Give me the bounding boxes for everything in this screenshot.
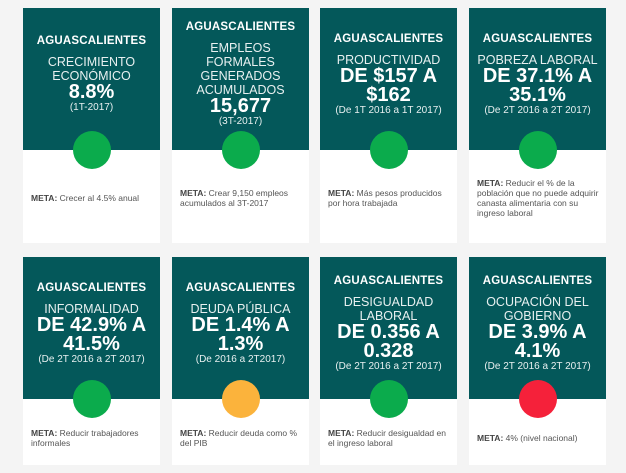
indicator-card: AGUASCALIENTES POBREZA LABORAL DE 37.1% … xyxy=(469,8,606,243)
indicator-value: DE $157 A $162 xyxy=(339,64,438,106)
region-title: AGUASCALIENTES xyxy=(333,274,444,287)
region-title: AGUASCALIENTES xyxy=(185,281,296,294)
indicator-card: AGUASCALIENTES DESIGUALDAD LABORAL DE 0.… xyxy=(320,257,457,465)
indicator-value: DE 3.9% A 4.1% xyxy=(488,320,587,362)
goal-label: META: xyxy=(328,428,355,438)
indicator-header: AGUASCALIENTES POBREZA LABORAL DE 37.1% … xyxy=(469,8,606,150)
indicator-period: (De 2T 2016 a 2T 2017) xyxy=(484,104,591,116)
indicator-period: (De 2016 a 2T2017) xyxy=(195,353,286,365)
status-indicator-icon xyxy=(72,380,111,418)
indicator-value: DE 37.1% A 35.1% xyxy=(482,64,593,106)
indicator-value: DE 42.9% A 41.5% xyxy=(36,313,147,355)
goal-description: Más pesos producidos por hora trabajada xyxy=(328,188,442,208)
indicator-label: CRECIMIENTO ECONÓMICO xyxy=(47,55,136,83)
indicator-period: (De 1T 2016 a 1T 2017) xyxy=(335,104,442,116)
goal-text: META: Reducir trabajadores informales xyxy=(31,417,154,459)
indicator-header: AGUASCALIENTES EMPLEOS FORMALES GENERADO… xyxy=(172,8,309,150)
region-title: AGUASCALIENTES xyxy=(482,32,593,45)
indicator-label: DEUDA PÚBLICA xyxy=(190,301,291,316)
indicator-label: EMPLEOS FORMALES GENERADOS ACUMULADOS xyxy=(196,41,285,97)
indicator-card: AGUASCALIENTES PRODUCTIVIDAD DE $157 A $… xyxy=(320,8,457,243)
goal-label: META: xyxy=(180,428,207,438)
goal-description: Crecer al 4.5% anual xyxy=(59,193,140,203)
indicator-header: AGUASCALIENTES INFORMALIDAD DE 42.9% A 4… xyxy=(23,257,160,399)
indicator-card: AGUASCALIENTES INFORMALIDAD DE 42.9% A 4… xyxy=(23,257,160,465)
indicator-header: AGUASCALIENTES OCUPACIÓN DEL GOBIERNO DE… xyxy=(469,257,606,399)
indicator-card: AGUASCALIENTES OCUPACIÓN DEL GOBIERNO DE… xyxy=(469,257,606,465)
goal-description: Reducir trabajadores informales xyxy=(31,428,139,448)
status-indicator-icon xyxy=(518,131,557,169)
indicator-label: DESIGUALDAD LABORAL xyxy=(343,294,434,323)
indicator-value: 15,677 xyxy=(209,95,272,117)
indicator-label: OCUPACIÓN DEL GOBIERNO xyxy=(486,294,589,323)
goal-label: META: xyxy=(180,188,207,198)
indicator-card: AGUASCALIENTES EMPLEOS FORMALES GENERADO… xyxy=(172,8,309,243)
goal-text: META: Crear 9,150 empleos acumulados al … xyxy=(180,170,303,226)
indicator-header: AGUASCALIENTES PRODUCTIVIDAD DE $157 A $… xyxy=(320,8,457,150)
indicator-card: AGUASCALIENTES DEUDA PÚBLICA DE 1.4% A 1… xyxy=(172,257,309,465)
region-title: AGUASCALIENTES xyxy=(482,274,593,287)
indicator-card: AGUASCALIENTES CRECIMIENTO ECONÓMICO 8.8… xyxy=(23,8,160,243)
indicator-header: AGUASCALIENTES DESIGUALDAD LABORAL DE 0.… xyxy=(320,257,457,399)
goal-text: META: Reducir el % de la población que n… xyxy=(477,170,600,226)
goal-label: META: xyxy=(477,178,504,188)
goal-description: Reducir el % de la población que no pued… xyxy=(477,178,599,218)
indicator-value: DE 0.356 A 0.328 xyxy=(337,320,440,362)
region-title: AGUASCALIENTES xyxy=(185,21,296,33)
status-indicator-icon xyxy=(369,380,408,418)
region-title: AGUASCALIENTES xyxy=(36,35,147,47)
status-indicator-icon xyxy=(221,380,260,418)
indicator-period: (De 2T 2016 a 2T 2017) xyxy=(484,360,591,372)
goal-description: Crear 9,150 empleos acumulados al 3T-201… xyxy=(180,188,289,208)
goal-description: Reducir deuda como % del PIB xyxy=(180,428,298,448)
indicator-period: (De 2T 2016 a 2T 2017) xyxy=(38,353,145,365)
region-title: AGUASCALIENTES xyxy=(333,32,444,45)
indicator-period: (3T-2017) xyxy=(218,116,263,127)
goal-label: META: xyxy=(31,193,58,203)
goal-text: META: Reducir desigualdad en el ingreso … xyxy=(328,417,451,459)
goal-text: META: Más pesos producidos por hora trab… xyxy=(328,170,451,226)
status-indicator-icon xyxy=(72,131,111,169)
goal-label: META: xyxy=(31,428,58,438)
status-indicator-icon xyxy=(221,131,260,169)
indicator-label: PRODUCTIVIDAD xyxy=(336,52,441,67)
goal-text: META: Reducir deuda como % del PIB xyxy=(180,417,303,459)
goal-text: META: 4% (nivel nacional) xyxy=(477,417,600,459)
indicator-label: INFORMALIDAD xyxy=(44,301,139,316)
goal-text: META: Crecer al 4.5% anual xyxy=(31,170,154,226)
goal-label: META: xyxy=(328,188,355,198)
indicator-value: 8.8% xyxy=(68,81,115,103)
region-title: AGUASCALIENTES xyxy=(36,281,147,294)
status-indicator-icon xyxy=(369,131,408,169)
indicator-value: DE 1.4% A 1.3% xyxy=(191,313,290,355)
status-indicator-icon xyxy=(518,380,557,418)
indicator-period: (De 2T 2016 a 2T 2017) xyxy=(335,360,442,372)
indicator-header: AGUASCALIENTES DEUDA PÚBLICA DE 1.4% A 1… xyxy=(172,257,309,399)
goal-description: 4% (nivel nacional) xyxy=(505,433,578,443)
indicator-period: (1T-2017) xyxy=(69,102,114,113)
indicator-header: AGUASCALIENTES CRECIMIENTO ECONÓMICO 8.8… xyxy=(23,8,160,150)
indicator-label: POBREZA LABORAL xyxy=(477,52,598,67)
goal-description: Reducir desigualdad en el ingreso labora… xyxy=(328,428,446,448)
goal-label: META: xyxy=(477,433,504,443)
